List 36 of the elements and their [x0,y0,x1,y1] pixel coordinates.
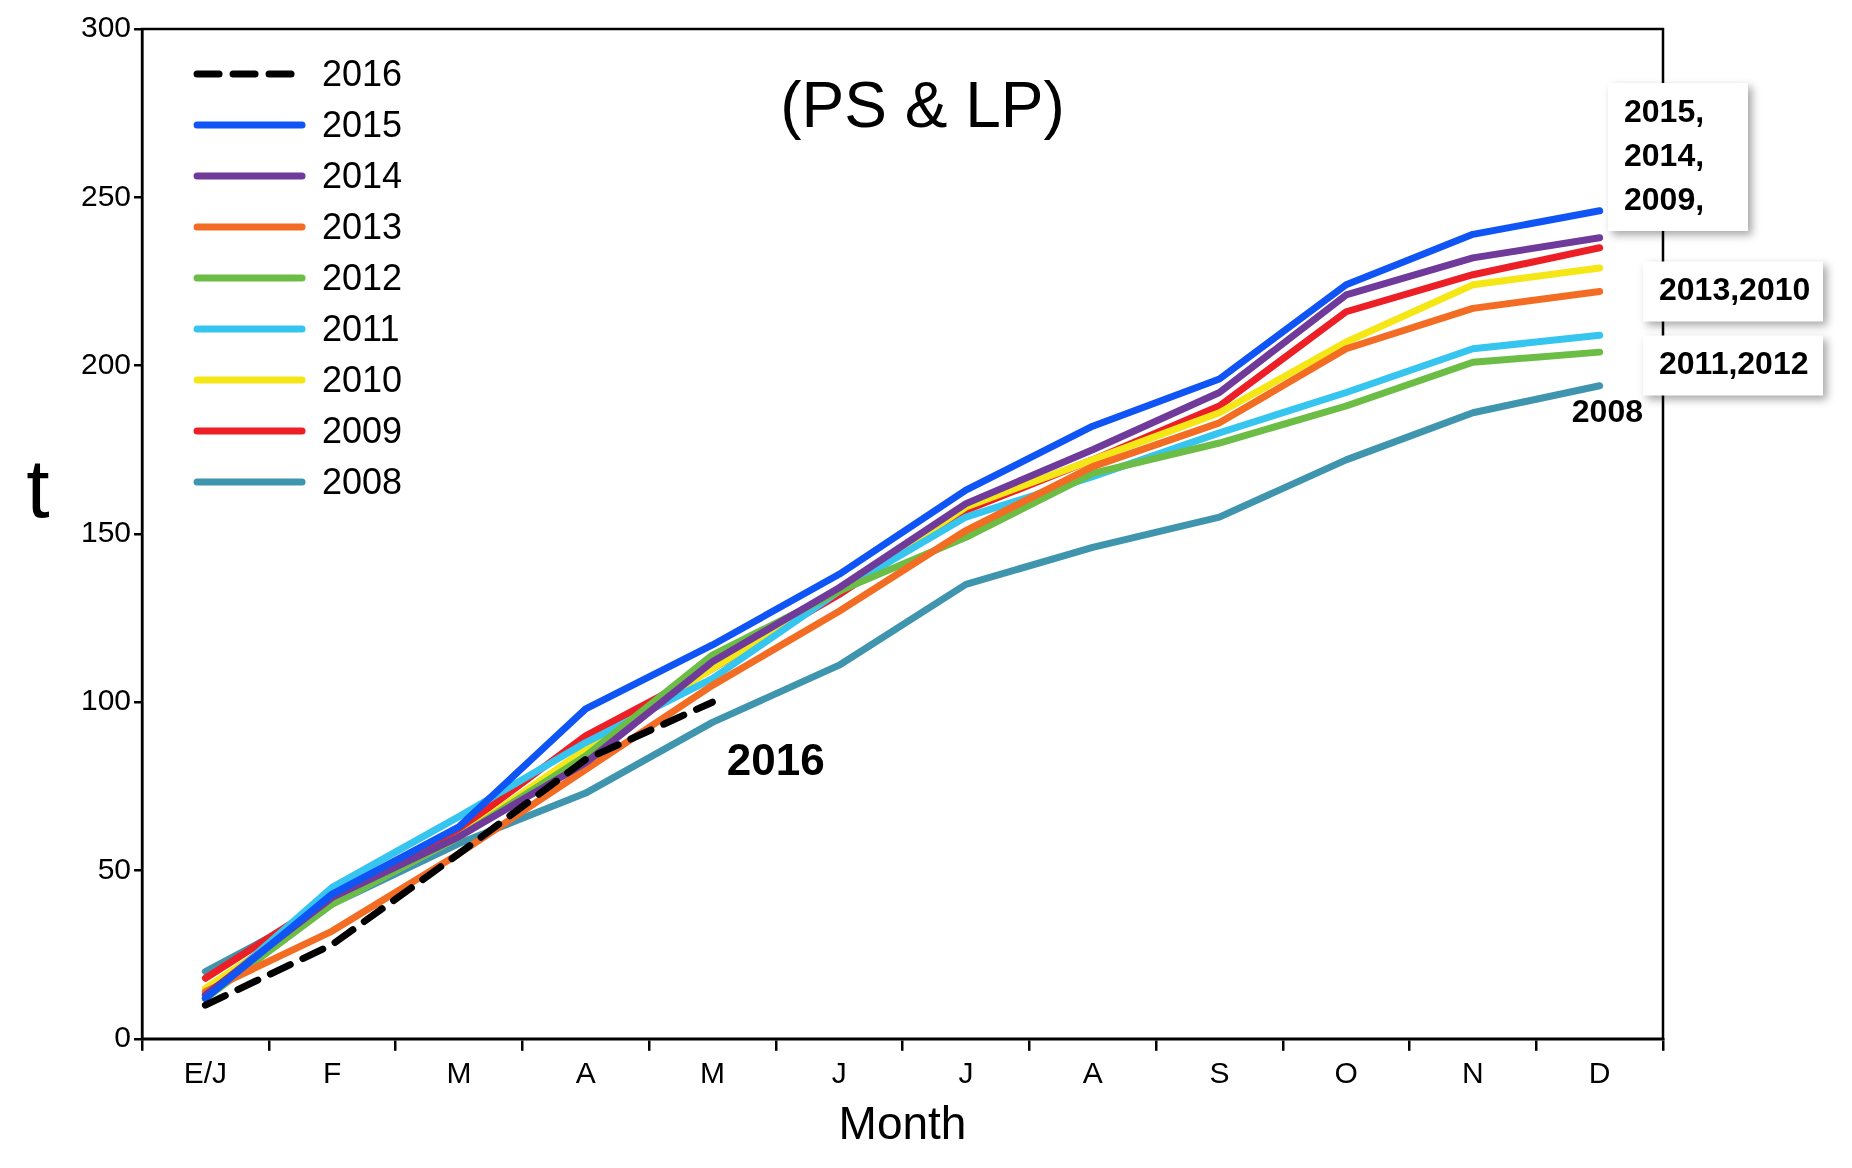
x-tick-label: M [446,1056,472,1090]
x-tick-label: A [1082,1056,1103,1090]
y-axis-title: t [26,441,50,536]
annotation: 2013,2010 [1659,271,1811,308]
x-tick-label: F [323,1056,342,1090]
y-tick-label: 150 [80,515,132,549]
legend-label: 2009 [322,409,403,451]
annotation: 2016 [726,734,825,784]
x-tick-label: A [575,1056,596,1090]
legend-label: 2014 [322,154,403,196]
legend-label: 2015 [322,103,403,145]
legend-label: 2016 [322,52,403,94]
x-tick-label: J [958,1056,974,1090]
x-axis-title: Month [838,1097,967,1150]
text: (PS & LP) [780,68,1065,141]
x-tick-label: J [831,1056,847,1090]
x-tick-label: S [1209,1056,1230,1090]
legend-label: 2010 [322,358,403,400]
y-tick-label: 100 [80,683,132,717]
x-tick-label: D [1588,1056,1611,1090]
y-tick-label: 0 [114,1020,132,1054]
x-tick-label: E/J [183,1056,228,1090]
legend-label: 2013 [322,205,403,247]
y-tick-label: 50 [97,851,132,885]
y-tick-label: 300 [80,10,132,44]
y-tick-label: 250 [80,178,132,212]
x-tick-label: N [1462,1056,1484,1090]
annotation: 2015, 2014, 2009, [1624,92,1705,217]
legend-label: 2011 [322,307,400,349]
y-tick-label: 200 [80,346,132,380]
x-tick-label: M [699,1056,725,1090]
legend-label: 2012 [322,256,403,298]
legend-label: 2008 [322,460,403,502]
annotation: 2011,2012 [1659,345,1809,382]
annotation: 2008 [1571,392,1643,429]
x-tick-label: O [1334,1056,1358,1090]
